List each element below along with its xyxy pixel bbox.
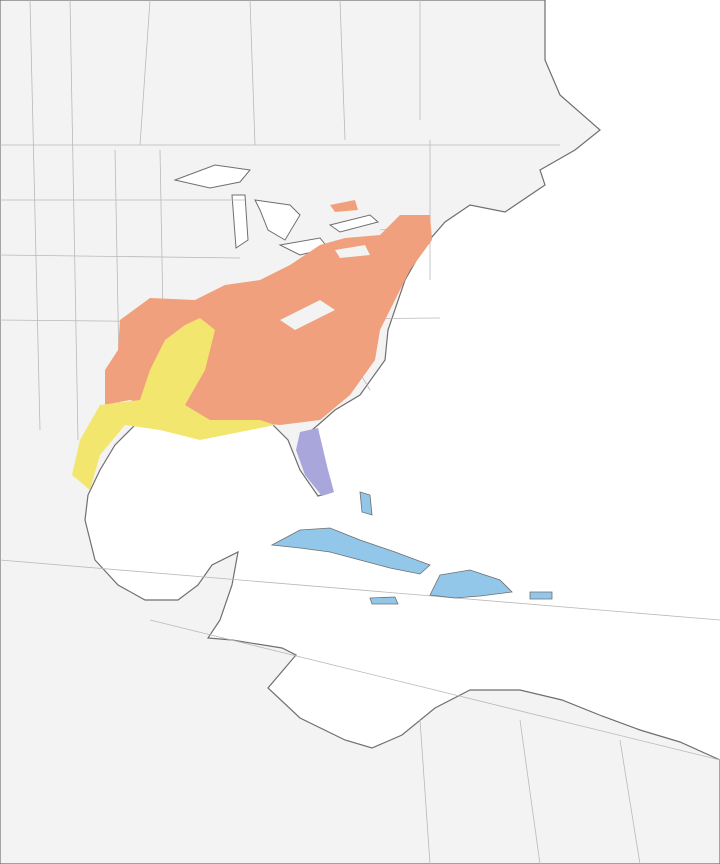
puerto-rico (529, 591, 553, 600)
jamaica (369, 596, 399, 605)
bahamas (359, 491, 373, 516)
cuba (270, 527, 431, 575)
range-yellow (72, 318, 275, 490)
range-purple (296, 428, 334, 496)
range-orange-north-patch (330, 200, 358, 212)
range-blue-caribbean (270, 491, 553, 605)
great-lakes (173, 164, 380, 256)
hispaniola (429, 569, 513, 599)
range-gap (280, 245, 370, 330)
